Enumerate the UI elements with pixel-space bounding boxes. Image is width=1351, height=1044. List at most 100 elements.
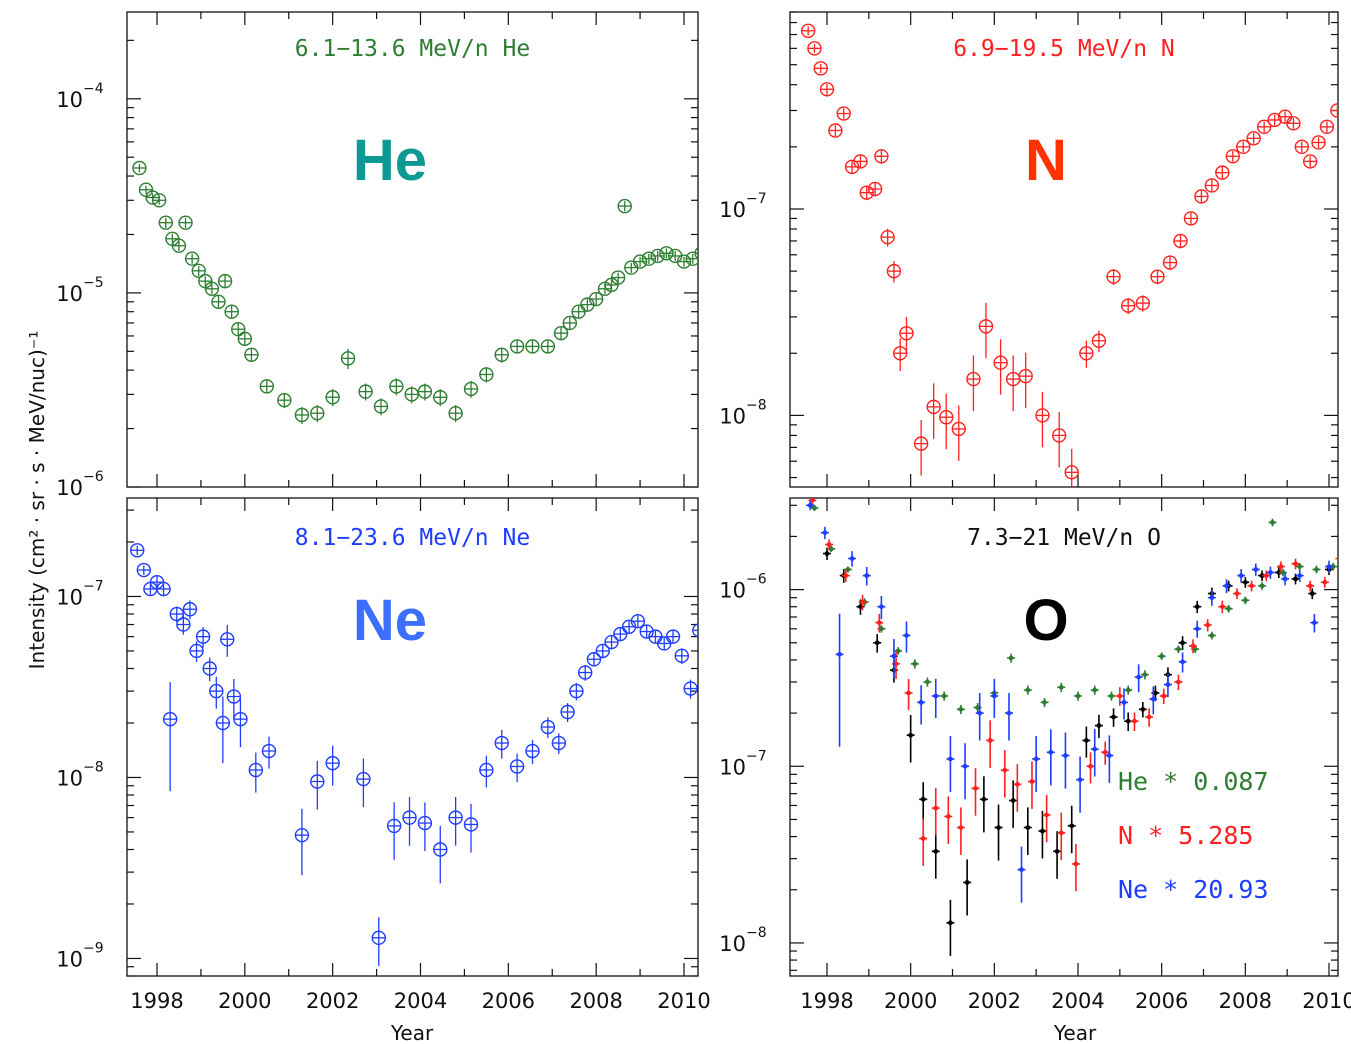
point-marker [1194,189,1209,204]
point-marker [1263,573,1269,579]
point-marker [1225,149,1240,164]
point-marker [692,623,698,638]
point-marker [373,399,389,414]
data-point [986,720,995,768]
data-point [130,543,145,558]
panel-n: 10 −810 −76.9−19.5 MeV/n NN [719,11,1339,488]
data-point [862,566,871,586]
data-point [1320,577,1329,588]
point-marker [402,810,417,825]
data-point [1194,189,1209,204]
point-marker [294,407,310,423]
data-point [617,198,632,214]
data-point [785,661,798,677]
point-marker [1092,746,1098,752]
panel-title: 6.1−13.6 MeV/n He [295,36,530,62]
data-point [630,614,646,629]
data-point [211,294,226,309]
legend-entry: Ne * 20.93 [1118,875,1269,904]
data-point [875,613,884,633]
data-point [1207,631,1216,640]
data-point [978,302,994,359]
data-point [463,803,479,853]
point-marker [610,270,626,285]
y-tick-exponent: −7 [746,748,767,764]
point-marker [908,732,914,738]
data-point [836,106,851,121]
data-point [800,23,816,38]
point-marker [1270,520,1275,525]
x-tick-label: 1998 [800,989,853,1013]
data-point [1130,712,1139,731]
point-marker [479,367,494,382]
point-marker [433,390,448,405]
data-point [1204,178,1220,193]
data-point [721,224,734,237]
y-tick-exponent: −7 [83,578,104,594]
data-point [202,657,217,682]
data-point [189,641,204,662]
point-marker [358,384,373,399]
point-marker [525,743,540,759]
data-point [448,405,463,423]
point-marker [1337,556,1338,561]
point-marker [858,604,863,610]
point-marker [1058,830,1064,836]
data-point [233,698,248,748]
data-point [893,338,908,372]
data-point [1346,550,1351,558]
data-point [641,251,657,266]
data-point [1178,636,1187,651]
data-point [971,768,980,816]
data-point [1023,685,1032,695]
legend-entry: N * 5.285 [1118,821,1253,850]
data-point [132,160,147,176]
point-marker [1268,570,1273,575]
point-marker [1173,233,1188,249]
point-marker [1064,465,1079,480]
point-marker [1121,699,1127,705]
point-marker [1106,753,1112,758]
point-marker [702,613,715,626]
data-point [650,248,665,264]
data-point [1330,103,1338,118]
data-point [215,696,231,764]
point-marker [1242,579,1248,585]
point-marker [964,880,970,885]
point-marker [217,273,233,289]
point-marker [1002,767,1008,773]
data-point [894,647,903,655]
data-point [1000,750,1009,798]
data-point [479,755,494,788]
data-point [1124,712,1133,731]
point-marker [417,815,433,831]
point-marker [933,693,939,699]
point-marker [202,661,217,676]
data-point [1225,149,1240,164]
data-point [1061,732,1070,789]
data-point [540,339,556,354]
data-point [494,347,509,363]
data-point [1076,756,1085,813]
point-marker [1054,848,1060,854]
data-point [1134,664,1143,693]
point-marker [1025,687,1031,693]
point-marker [553,325,569,341]
data-point [1082,726,1091,758]
point-marker [1246,131,1261,146]
point-marker [1314,567,1319,572]
data-point [685,251,698,266]
data-point [877,596,886,620]
point-marker [224,304,239,319]
data-point [704,239,717,252]
point-marker [211,294,226,309]
data-point [1236,139,1251,155]
data-point [843,566,852,573]
y-tick-label: 10 [56,585,83,609]
y-tick-label: 10 [719,932,746,956]
point-marker [158,215,173,230]
point-marker [586,652,602,667]
data-point [224,304,239,319]
